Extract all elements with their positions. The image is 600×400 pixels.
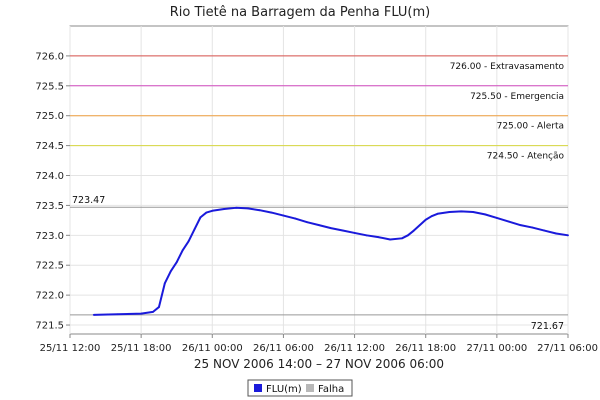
threshold-label: 724.50 - Atenção <box>487 152 565 162</box>
data-point <box>246 207 249 210</box>
y-tick-label: 726.0 <box>35 51 64 62</box>
y-tick-label: 723.0 <box>35 231 64 242</box>
data-point <box>235 206 237 209</box>
data-point <box>181 249 184 252</box>
chart-title: Rio Tietê na Barragem da Penha FLU(m) <box>170 5 431 20</box>
x-axis: 25/11 12:00 25/11 18:00 26/11 00:00 26/11 0… <box>40 334 598 354</box>
data-point <box>205 211 208 214</box>
data-point <box>223 208 226 210</box>
data-point <box>341 229 344 232</box>
plot-area <box>69 25 569 335</box>
x-tick-label: 25/11 12:00 <box>40 343 101 354</box>
y-tick-label: 723.5 <box>35 201 64 212</box>
data-point <box>412 229 415 232</box>
legend-swatch <box>254 384 262 392</box>
reference-label: 723.47 <box>72 195 105 206</box>
data-point <box>365 234 368 237</box>
data-point <box>353 232 356 234</box>
x-tick-label: 26/11 18:00 <box>395 343 456 354</box>
data-point <box>306 221 309 224</box>
data-point <box>472 211 475 213</box>
data-point <box>116 313 119 316</box>
data-point <box>169 270 172 273</box>
legend-box <box>247 379 353 397</box>
data-point <box>377 236 380 239</box>
data-point <box>199 216 202 219</box>
data-point <box>424 218 427 221</box>
data-point <box>294 217 297 220</box>
data-point <box>163 282 166 285</box>
y-tick-label: 722.0 <box>35 291 64 302</box>
data-point <box>318 224 320 227</box>
x-tick-label: 27/11 06:00 <box>537 343 598 354</box>
data-point <box>329 227 332 230</box>
x-tick-label: 25/11 18:00 <box>111 343 172 354</box>
data-point <box>567 234 569 237</box>
y-tick-label: 725.5 <box>35 81 64 92</box>
legend-label: Falha <box>318 384 344 395</box>
y-tick-label: 724.0 <box>35 171 64 182</box>
data-point <box>519 224 522 227</box>
data-point <box>495 217 498 219</box>
data-point <box>187 240 190 243</box>
series-layer <box>92 206 569 316</box>
threshold-label: 725.00 - Alerta <box>497 122 564 132</box>
data-point <box>555 232 558 235</box>
data-point <box>282 214 285 217</box>
threshold-label: 725.50 - Emergencia <box>470 92 564 102</box>
data-point <box>270 211 273 214</box>
x-tick-label: 26/11 00:00 <box>182 343 243 354</box>
data-point <box>436 212 439 215</box>
data-point <box>430 215 433 218</box>
y-tick-label: 721.5 <box>35 321 64 332</box>
data-point <box>175 261 178 264</box>
data-point <box>531 226 534 229</box>
y-tick-label: 724.5 <box>35 141 64 152</box>
x-tick-label: 26/11 06:00 <box>253 343 314 354</box>
reference-label: 721.67 <box>531 321 564 332</box>
legend: FLU(m) Falha <box>247 379 353 397</box>
data-point <box>418 224 421 227</box>
x-tick-label: 26/11 12:00 <box>324 343 385 354</box>
data-point <box>389 238 392 241</box>
data-point <box>158 306 160 308</box>
data-point <box>92 313 95 316</box>
x-tick-label: 27/11 00:00 <box>466 343 527 354</box>
data-point <box>193 228 196 231</box>
data-point <box>211 209 214 212</box>
threshold-label: 726.00 - Extravasamento <box>450 62 565 72</box>
legend-label: FLU(m) <box>266 384 302 395</box>
y-axis: 721.5 722.0 722.5 723.0 723.5 724.0 724.5 725.0… <box>35 51 70 332</box>
legend-swatch <box>306 384 314 392</box>
data-point <box>448 211 451 213</box>
data-point <box>401 237 403 240</box>
grid <box>69 26 569 334</box>
x-axis-label: 25 NOV 2006 14:00 – 27 NOV 2006 06:00 <box>194 357 444 371</box>
data-point <box>484 213 486 216</box>
y-tick-label: 725.0 <box>35 111 64 122</box>
threshold-lines: 726.00 - Extravasamento 725.50 - Emergenc… <box>70 55 568 332</box>
data-point <box>140 312 143 315</box>
data-point <box>507 220 510 223</box>
data-point <box>258 209 261 212</box>
y-tick-label: 722.5 <box>35 261 64 272</box>
data-point <box>152 310 154 313</box>
data-point <box>460 210 463 213</box>
data-point <box>543 229 546 232</box>
data-point <box>407 234 409 237</box>
